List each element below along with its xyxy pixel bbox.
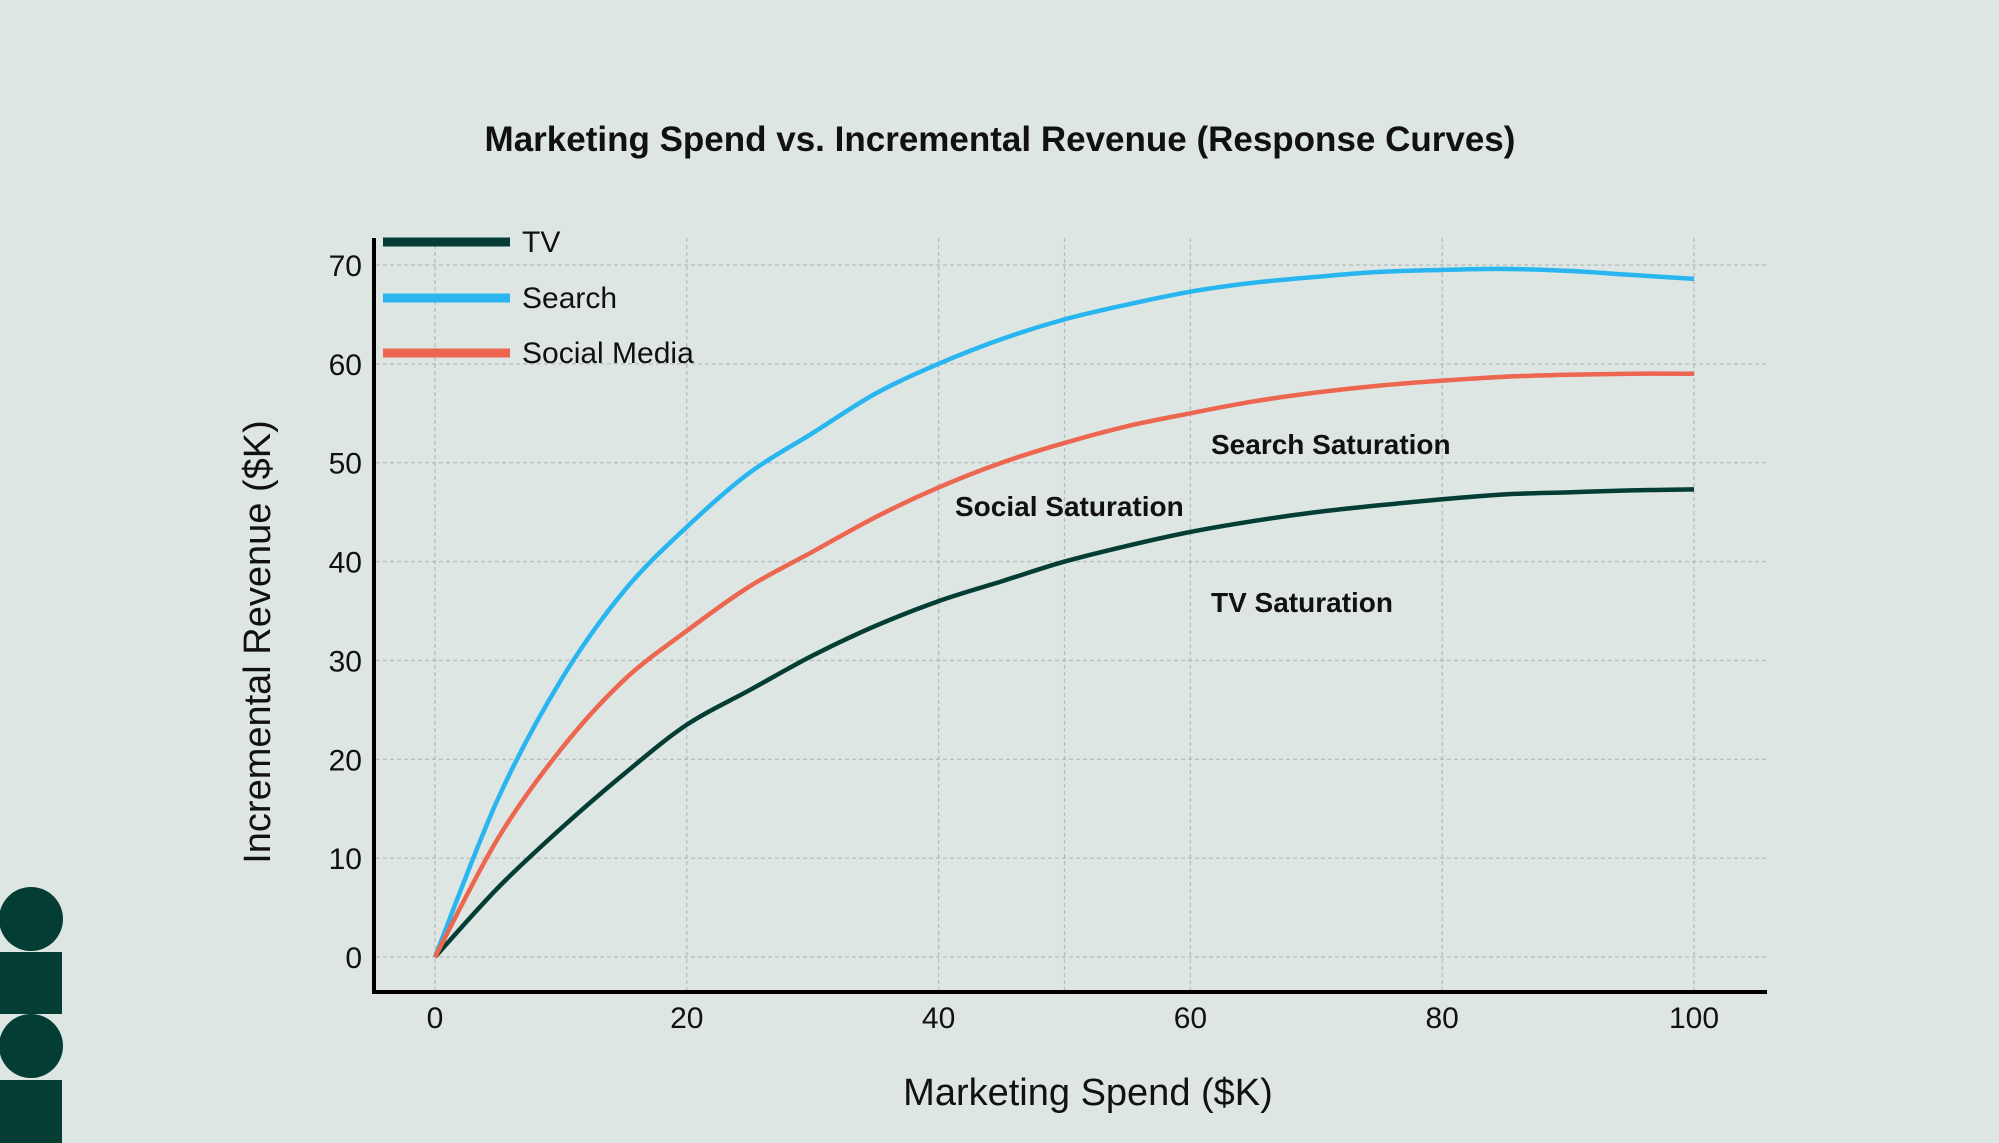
legend-label-search: Search [522, 282, 617, 315]
legend-label-tv: TV [522, 226, 560, 259]
legend-label-social-media: Social Media [522, 337, 694, 370]
series-lines [432, 266, 1695, 959]
x-tick-label: 80 [1426, 1002, 1459, 1035]
series-line-tv [433, 487, 1695, 959]
chart-title: Marketing Spend vs. Incremental Revenue … [485, 120, 1516, 159]
annotation-search-saturation: Search Saturation [1211, 429, 1451, 460]
y-tick-label: 30 [329, 645, 362, 678]
y-tick-label: 40 [329, 547, 362, 580]
logo-square-top [0, 952, 62, 1014]
y-tick-label: 0 [345, 942, 362, 975]
y-tick-label: 70 [329, 250, 362, 283]
legend: TV Search Social Media [383, 226, 694, 370]
tick-labels: 0 20 40 60 80 100 0 10 20 30 40 50 60 70 [329, 250, 1719, 1035]
x-tick-label: 60 [1174, 1002, 1207, 1035]
annotation-social-saturation: Social Saturation [955, 491, 1184, 522]
y-tick-label: 10 [329, 843, 362, 876]
y-tick-label: 20 [329, 744, 362, 777]
annotation-tv-saturation: TV Saturation [1211, 587, 1393, 618]
logo-square-bottom [0, 1080, 62, 1143]
series-line-social-media [433, 371, 1695, 959]
logo-circle-bottom [0, 1014, 63, 1078]
x-tick-label: 20 [670, 1002, 703, 1035]
logo-circle-top [0, 887, 63, 951]
x-tick-label: 40 [922, 1002, 955, 1035]
x-tick-label: 0 [427, 1002, 444, 1035]
y-tick-label: 50 [329, 448, 362, 481]
brand-logo [0, 887, 63, 1143]
x-axis-label: Marketing Spend ($K) [903, 1072, 1273, 1114]
series-line-search [432, 266, 1695, 958]
y-axis-label: Incremental Revenue ($K) [237, 420, 279, 864]
x-tick-label: 100 [1669, 1002, 1719, 1035]
y-tick-label: 60 [329, 349, 362, 382]
